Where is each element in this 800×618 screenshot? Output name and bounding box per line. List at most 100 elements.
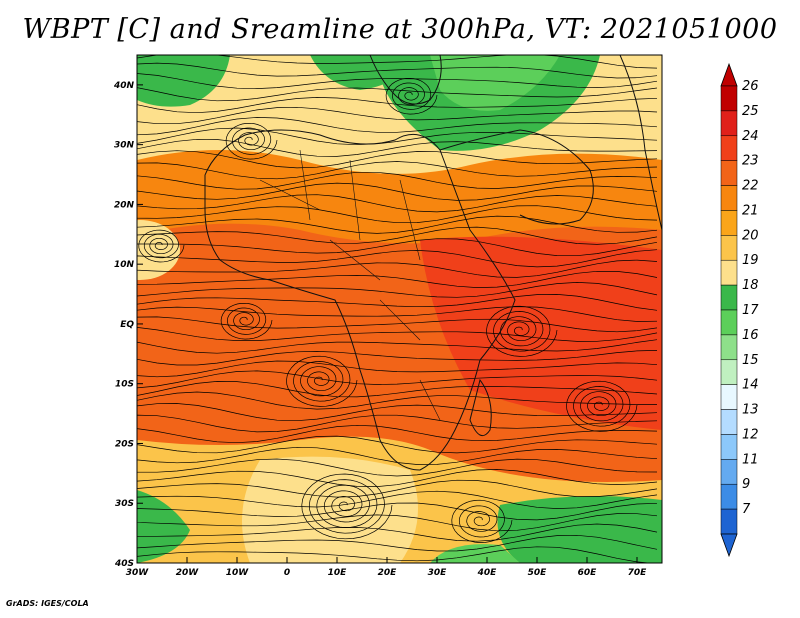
- chart-title: WBPT [C] and Sreamline at 300hPa, VT: 20…: [22, 14, 778, 45]
- streamline: [137, 127, 658, 146]
- colorbar-label: 11: [742, 452, 759, 467]
- streamline: [137, 205, 658, 224]
- colorbar-swatch: [720, 110, 738, 137]
- colorbar-swatch: [720, 334, 738, 361]
- streamlines: [137, 55, 658, 563]
- streamline: [137, 171, 658, 190]
- lon-tick-label: 60E: [578, 568, 598, 578]
- colorbar-swatch: [720, 384, 738, 410]
- streamline: [137, 150, 658, 169]
- streamline-vortex: [286, 355, 358, 407]
- streamline: [137, 370, 658, 389]
- streamline: [137, 117, 658, 136]
- streamline: [137, 534, 658, 552]
- streamline: [137, 106, 658, 125]
- lat-tick-label: 20S: [115, 439, 134, 449]
- field-south-pale: [242, 456, 418, 563]
- streamline: [137, 215, 658, 234]
- streamline-vortex: [220, 302, 273, 340]
- colorbar-label: 22: [742, 179, 759, 194]
- streamline-vortex: [566, 380, 638, 432]
- streamline: [137, 469, 658, 487]
- colorbar-swatch: [720, 210, 738, 236]
- streamline-vortex: [138, 229, 185, 263]
- colorbar-label: 16: [742, 328, 759, 343]
- streamline: [137, 194, 658, 213]
- lat-tick-label: 30S: [115, 499, 134, 509]
- colorbar-label: 18: [742, 278, 759, 293]
- colorbar-label: 24: [742, 129, 759, 144]
- streamline-vortex: [225, 122, 278, 160]
- field-green-sw: [137, 490, 190, 563]
- streamline: [137, 97, 658, 114]
- streamline: [137, 294, 658, 311]
- arabia-outline: [439, 129, 594, 225]
- streamline: [137, 446, 658, 465]
- latitude-axis: 40N 30N 20N 10N EQ 10S 20S 30S 40S: [113, 81, 143, 569]
- colorbar-swatch: [720, 483, 738, 510]
- lat-tick-label: 30N: [114, 141, 135, 151]
- streamline: [137, 360, 658, 378]
- streamline: [137, 138, 658, 157]
- streamline-vortex: [301, 473, 393, 540]
- colorbar-label: 9: [742, 477, 750, 492]
- colorbar-label: 15: [742, 353, 759, 368]
- streamline: [137, 479, 658, 498]
- streamline: [137, 435, 658, 454]
- map-frame: [136, 54, 663, 564]
- lon-tick-label: 0: [284, 568, 290, 578]
- streamline: [137, 259, 658, 278]
- streamline: [137, 339, 658, 354]
- lon-tick-label: 50E: [528, 568, 548, 578]
- map-plot-area: [137, 55, 662, 563]
- streamline: [137, 55, 658, 69]
- field-green-se: [497, 496, 662, 563]
- madagascar-outline: [469, 378, 492, 437]
- colorbar-swatch: [720, 434, 738, 460]
- colorbar-label: 17: [742, 303, 759, 318]
- streamline: [137, 62, 658, 79]
- colorbar-label: 21: [742, 203, 759, 218]
- colorbar-label: 13: [742, 403, 759, 418]
- colorbar-swatch: [720, 259, 738, 286]
- streamline-vortex: [385, 77, 438, 115]
- colorbar-swatch: [720, 359, 738, 385]
- colorbar: 26 25 24 23 22 21 20 19 18 17 16 15 14 13 12 11 9 7: [720, 62, 759, 558]
- colorbar-swatch: [720, 508, 738, 535]
- streamline: [137, 238, 658, 257]
- streamline: [137, 513, 658, 532]
- colorbar-swatch: [720, 409, 738, 435]
- streamline: [137, 270, 658, 288]
- streamline: [137, 327, 658, 342]
- lat-tick-label: 40N: [113, 81, 135, 91]
- country-borders: [259, 149, 441, 421]
- lon-tick-label: 20W: [176, 568, 200, 578]
- streamline: [137, 490, 658, 509]
- colorbar-label: 14: [742, 378, 759, 393]
- colorbar-bottom-arrow: [720, 533, 738, 558]
- lat-tick-label: 20N: [114, 200, 135, 210]
- streamline: [137, 73, 658, 89]
- lat-tick-label: 10N: [114, 260, 135, 270]
- africa-outline: [204, 129, 516, 471]
- streamline: [137, 316, 658, 333]
- lon-tick-label: 40E: [477, 568, 498, 578]
- lat-tick-label: EQ: [120, 320, 134, 330]
- colorbar-label: 23: [742, 154, 759, 169]
- colorbar-swatch: [720, 284, 738, 311]
- lon-tick-label: 30E: [428, 568, 448, 578]
- colorbar-label: 20: [742, 228, 759, 243]
- streamline: [137, 523, 658, 542]
- streamline: [137, 350, 658, 366]
- colorbar-top-arrow: [720, 62, 738, 87]
- streamline: [137, 381, 658, 398]
- field-green-ne-inner: [430, 55, 560, 111]
- streamline: [137, 282, 658, 298]
- streamline: [137, 424, 658, 444]
- lon-tick-label: 20E: [378, 568, 398, 578]
- lat-tick-label: 40S: [114, 559, 134, 569]
- mediterranean-east: [369, 55, 442, 105]
- colorbar-label: 25: [742, 104, 759, 119]
- lon-tick-label: 30W: [126, 568, 150, 578]
